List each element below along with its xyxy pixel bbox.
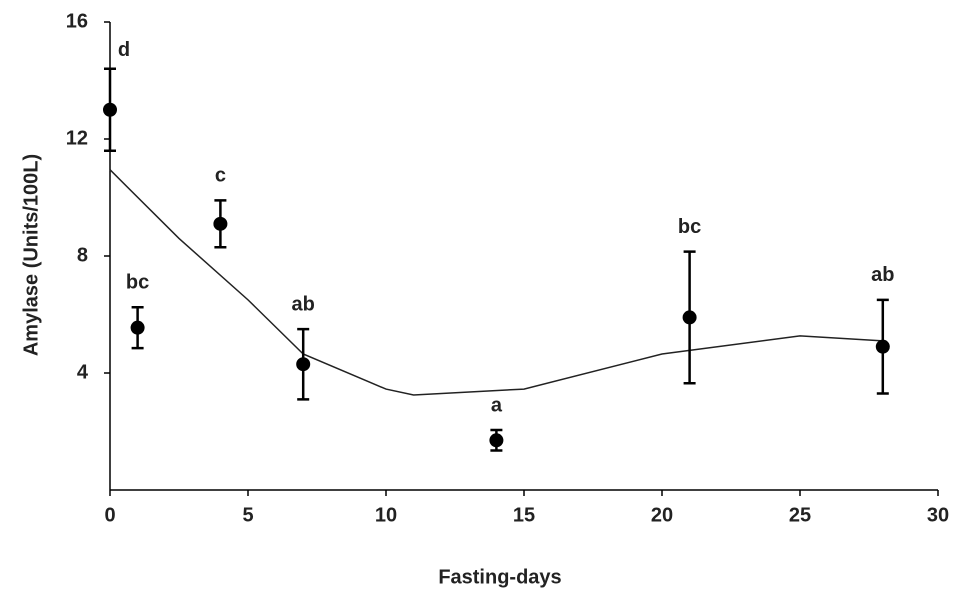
point [103, 102, 117, 117]
y-tick-label: 12 [66, 127, 88, 149]
point [682, 310, 697, 325]
point [213, 216, 228, 231]
x-tick-label: 20 [651, 504, 673, 526]
x-tick-label: 10 [375, 504, 397, 526]
x-tick-label: 30 [927, 504, 949, 526]
x-tick-label: 0 [104, 504, 115, 526]
value-label: c [215, 165, 226, 187]
trend-line [109, 169, 883, 396]
value-label: ab [871, 264, 894, 286]
x-tick-label: 5 [242, 504, 253, 526]
value-label: a [491, 394, 503, 416]
point [296, 357, 311, 372]
value-label: bc [126, 271, 149, 293]
x-tick-label: 25 [789, 504, 811, 526]
x-tick-label: 15 [513, 504, 535, 526]
point [489, 433, 504, 448]
y-axis-label: Amylase (Units/100L) [20, 154, 42, 356]
y-tick-label: 4 [77, 361, 89, 383]
value-label: d [118, 39, 130, 61]
point [130, 320, 145, 335]
value-label: bc [678, 216, 701, 238]
x-axis-label: Fasting-days [438, 566, 561, 588]
y-tick-label: 8 [77, 244, 88, 266]
value-label: ab [292, 293, 315, 315]
point [875, 339, 890, 354]
y-tick-label: 16 [66, 10, 88, 32]
